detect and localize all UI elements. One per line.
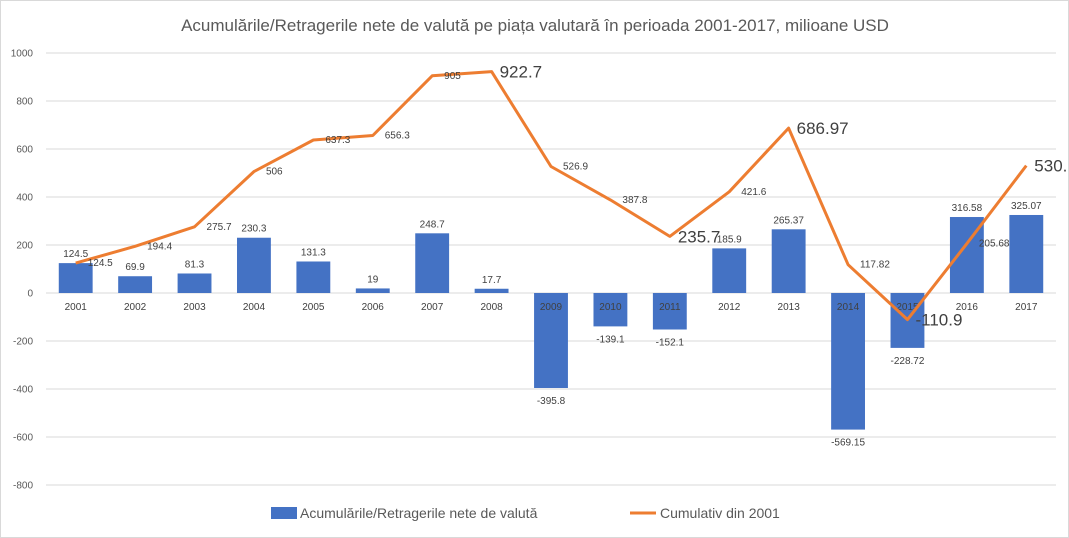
bar-data-label: 69.9	[125, 262, 145, 273]
y-tick-label: -600	[13, 433, 33, 444]
x-tick-label: 2003	[183, 302, 206, 313]
cumulative-line	[75, 70, 1028, 322]
bar	[1009, 214, 1044, 293]
legend-bar-label: Acumulările/Retragerile nete de valută	[300, 505, 538, 521]
line-data-label: 194.4	[147, 241, 172, 252]
x-tick-label: 2007	[421, 302, 444, 313]
x-tick-label: 2011	[659, 302, 681, 313]
legend-bar-swatch	[271, 507, 297, 519]
bar	[177, 273, 212, 293]
x-tick-label: 2004	[243, 302, 266, 313]
bar-data-label: 131.3	[301, 247, 326, 258]
x-tick-label: 2015	[896, 302, 919, 313]
bar-data-label: 230.3	[241, 224, 266, 235]
x-tick-label: 2005	[302, 302, 325, 313]
line-data-label: 686.97	[797, 119, 849, 138]
y-tick-label: -200	[13, 337, 33, 348]
bar-data-label: -395.8	[537, 396, 566, 407]
x-tick-label: 2002	[124, 302, 147, 313]
bar	[118, 276, 153, 293]
bar-data-label: 248.7	[420, 219, 445, 230]
line-data-label: 421.6	[741, 187, 766, 198]
bar	[237, 237, 271, 293]
x-tick-label: 2008	[480, 302, 503, 313]
bar-data-labels: 124.5 69.9 81.3 230.3 131.3 19 248.7 17.7 -395.8…	[63, 201, 1042, 449]
bar-data-label: -152.1	[656, 338, 685, 349]
bar	[58, 263, 93, 293]
x-tick-label: 2013	[778, 302, 801, 313]
bar-data-label: 19	[367, 274, 379, 285]
line-data-label: 387.8	[622, 195, 647, 206]
bar	[296, 261, 331, 293]
bar	[355, 288, 390, 293]
y-tick-label: 0	[27, 289, 33, 300]
legend-line-label: Cumulativ din 2001	[660, 505, 780, 521]
bar-data-label: -139.1	[596, 334, 625, 345]
line-data-label: 235.7	[678, 227, 721, 246]
bar-data-label: 185.9	[717, 234, 742, 245]
bar-data-label: 316.58	[952, 203, 983, 214]
line-data-label: 124.5	[88, 258, 113, 269]
bar-data-label: 325.07	[1011, 201, 1042, 212]
x-tick-label: 2006	[362, 302, 385, 313]
x-tick-label: 2016	[956, 302, 979, 313]
bar	[593, 293, 628, 327]
bar-data-label: -569.15	[831, 438, 865, 449]
bar-series	[58, 214, 1044, 430]
x-tick-label: 2017	[1015, 302, 1038, 313]
line-data-label: 117.82	[860, 260, 890, 271]
line-data-label: 275.7	[207, 222, 232, 233]
bar	[831, 293, 865, 430]
bar	[415, 233, 450, 293]
line-data-label: 905	[444, 71, 461, 82]
line-data-label: -110.9	[915, 311, 962, 330]
bar-data-label: 265.37	[773, 215, 804, 226]
line-data-label: 530.75	[1034, 157, 1068, 176]
bar-data-label: 17.7	[482, 275, 502, 286]
x-axis: 2001 2002 2003 2004 2005 2006 2007 2008 2009 2010…	[65, 302, 1038, 313]
line-data-label: 205.68	[979, 239, 1010, 250]
y-tick-label: 1000	[11, 49, 34, 60]
bar	[771, 229, 806, 293]
bar-data-label: -228.72	[891, 356, 925, 367]
line-data-label: 526.9	[563, 162, 588, 173]
chart-title: Acumulările/Retragerile nete de valută p…	[181, 16, 889, 35]
legend: Acumulările/Retragerile nete de valută C…	[271, 505, 780, 521]
y-tick-label: 400	[16, 193, 33, 204]
line-data-labels: 124.5 194.4 275.7 506 637.3 656.3 905 922.7 526.…	[88, 63, 1068, 330]
line-series	[75, 70, 1028, 322]
bar	[712, 248, 747, 293]
y-tick-label: -800	[13, 481, 33, 492]
y-tick-label: -400	[13, 385, 33, 396]
line-data-label: 506	[266, 167, 283, 178]
bar-data-label: 124.5	[63, 249, 88, 260]
y-tick-label: 600	[16, 145, 33, 156]
bar	[474, 288, 509, 293]
bar-data-label: 81.3	[185, 259, 205, 270]
x-tick-label: 2012	[718, 302, 741, 313]
bar	[534, 293, 568, 388]
line-data-label: 922.7	[500, 63, 543, 82]
x-tick-label: 2010	[599, 302, 622, 313]
line-data-label: 656.3	[385, 130, 410, 141]
y-tick-label: 800	[16, 97, 33, 108]
y-axis: -800 -600 -400 -200 0 200 400 600 800 1000	[11, 49, 34, 492]
x-tick-label: 2014	[837, 302, 860, 313]
y-tick-label: 200	[16, 241, 33, 252]
x-tick-label: 2001	[65, 302, 88, 313]
line-data-label: 637.3	[325, 135, 350, 146]
x-tick-label: 2009	[540, 302, 563, 313]
bar	[652, 293, 687, 330]
